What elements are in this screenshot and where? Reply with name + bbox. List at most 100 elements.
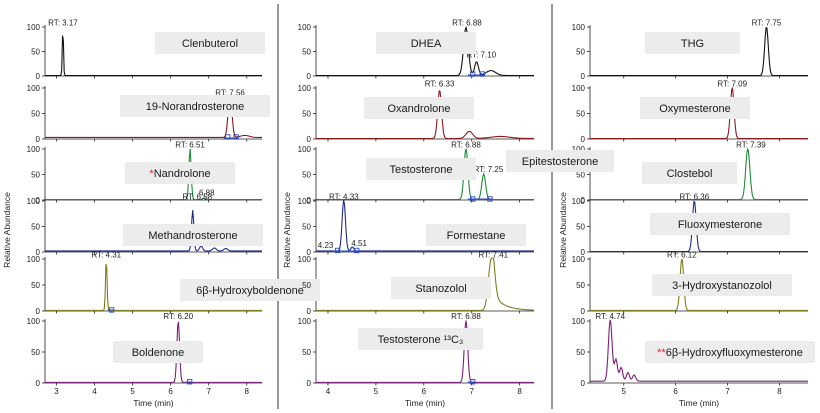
y-tick-label: 0: [581, 379, 586, 388]
compound-name-text: Testosterone: [390, 164, 453, 176]
compound-label-box: [645, 341, 815, 363]
y-tick-label: 100: [298, 255, 312, 264]
compound-label-box: [366, 158, 476, 180]
y-tick-label: 100: [572, 317, 586, 326]
compound-label-box: [125, 162, 235, 184]
y-tick-label: 50: [576, 171, 585, 180]
y-tick-label: 100: [572, 84, 586, 93]
y-tick-label: 50: [576, 48, 585, 57]
rt-label: RT: 7.09: [717, 79, 747, 88]
compound-name-text: Fluoxymesterone: [678, 219, 762, 231]
x-axis-label: Time (min): [679, 398, 719, 408]
x-tick-label: 4: [92, 387, 97, 396]
y-tick-label: 0: [307, 379, 312, 388]
peak-label: 6.88: [199, 188, 215, 197]
compound-name: **6β-Hydroxyfluoxymesterone: [657, 347, 803, 359]
compound-name: *Nandrolone: [149, 168, 210, 180]
x-tick-label: 8: [245, 387, 250, 396]
rt-label: RT: 7.41: [478, 250, 508, 259]
integration-marker: [470, 71, 476, 77]
compound-name-text: DHEA: [411, 38, 442, 50]
y-tick-label: 0: [36, 135, 41, 144]
y-tick-label: 50: [576, 110, 585, 119]
y-tick-label: 100: [572, 197, 586, 206]
y-tick-label: 0: [36, 72, 41, 81]
x-axis-label: Time (min): [133, 398, 173, 408]
trace-line: [316, 200, 534, 252]
compound-name: DHEA: [411, 38, 442, 50]
y-tick-label: 50: [576, 348, 585, 357]
y-tick-label: 100: [27, 84, 41, 93]
trace-line: [45, 321, 262, 383]
y-tick-label: 100: [27, 197, 41, 206]
y-tick-label: 50: [31, 48, 40, 57]
compound-name-text: 3-Hydroxystanozolol: [672, 280, 772, 292]
compound-name: Clenbuterol: [182, 38, 238, 50]
y-tick-label: 100: [298, 145, 312, 154]
y-tick-label: 50: [302, 223, 311, 232]
y-tick-label: 0: [36, 196, 41, 205]
rt-label: RT: 6.58: [182, 192, 212, 201]
y-tick-label: 100: [298, 317, 312, 326]
compound-name: Formestane: [447, 230, 506, 242]
y-axis-label: Relative Abundance: [2, 192, 12, 268]
x-tick-label: 5: [374, 387, 379, 396]
compound-label-box: [123, 224, 263, 246]
compound-label-box: [120, 95, 270, 117]
integration-marker: [225, 134, 231, 140]
y-tick-label: 50: [31, 110, 40, 119]
x-tick-label: 7: [469, 387, 474, 396]
trace-line: [45, 149, 262, 201]
integration-marker: [479, 71, 485, 77]
compound-marker: *: [149, 168, 154, 180]
y-tick-label: 100: [298, 23, 312, 32]
trace-line: [316, 257, 535, 312]
y-tick-label: 50: [31, 348, 40, 357]
compound-name: 3-Hydroxystanozolol: [672, 280, 772, 292]
trace-line: [590, 86, 808, 140]
y-tick-label: 0: [307, 248, 312, 257]
compound-name: THG: [681, 38, 704, 50]
y-tick-label: 50: [576, 223, 585, 232]
trace-line: [316, 320, 534, 383]
compound-label-box: [113, 341, 203, 363]
compound-name-text: Methandrosterone: [148, 230, 237, 242]
x-tick-label: 5: [130, 387, 135, 396]
x-tick-label: 6: [422, 387, 427, 396]
compound-name-text: Stanozolol: [415, 283, 466, 295]
x-tick-label: 8: [517, 387, 522, 396]
trace-line: [316, 89, 535, 140]
rt-label: RT: 6.88: [451, 140, 481, 149]
rt-label: RT: 6.51: [175, 140, 205, 149]
trace-line: [45, 35, 262, 77]
compound-name-text: Oxymesterone: [659, 103, 731, 115]
x-tick-label: 6: [673, 387, 678, 396]
compound-name-text: Clenbuterol: [182, 38, 238, 50]
rt-label: RT: 7.56: [215, 89, 245, 98]
y-tick-label: 0: [581, 307, 586, 316]
y-tick-label: 100: [572, 145, 586, 154]
y-tick-label: 0: [36, 307, 41, 316]
annotation-box: [506, 150, 614, 172]
compound-name: Testosterone: [390, 164, 453, 176]
compound-label-box: [650, 213, 790, 235]
compound-label-box: [376, 32, 476, 54]
x-tick-label: 7: [206, 387, 211, 396]
rt-label: RT: 6.33: [425, 79, 455, 88]
trace-line: [316, 148, 534, 201]
peak-label: RT: 7.10: [466, 50, 496, 59]
integration-marker: [334, 247, 341, 254]
y-tick-label: 50: [302, 281, 311, 290]
y-tick-label: 50: [302, 171, 311, 180]
compound-name: Testosterone ¹³C₃: [378, 334, 464, 346]
y-tick-label: 0: [307, 135, 312, 144]
compound-name-text: Formestane: [447, 230, 506, 242]
compound-name-text: Clostebol: [667, 168, 713, 180]
rt-label: RT: 4.74: [595, 312, 625, 321]
peak-label: 4.23: [318, 241, 334, 250]
compound-name-text: Oxandrolone: [388, 103, 451, 115]
trace-line: [590, 200, 808, 253]
y-tick-label: 100: [298, 197, 312, 206]
